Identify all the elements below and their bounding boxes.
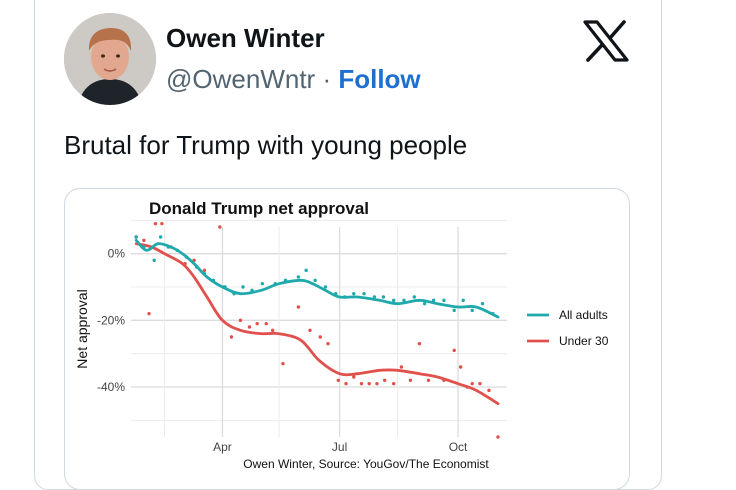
under-30-point — [202, 268, 207, 273]
under-30-point — [352, 375, 356, 379]
avatar-photo — [64, 13, 156, 105]
under-30-point — [344, 381, 348, 386]
under-30-point — [359, 381, 364, 386]
under-30-point — [487, 388, 491, 393]
under-30-point — [229, 335, 234, 339]
all-adults-point — [412, 295, 416, 299]
all-adults-point — [381, 295, 386, 299]
under-30-point — [470, 381, 474, 386]
under-30-point — [308, 328, 312, 333]
under-30-point — [264, 321, 268, 326]
under-30-point — [458, 365, 463, 369]
all-adults-point — [461, 298, 465, 303]
under-30-point — [218, 225, 222, 229]
all-adults-point — [422, 301, 427, 306]
all-adults-point — [323, 285, 328, 289]
all-adults-point — [442, 298, 446, 303]
all-adults-point — [152, 258, 156, 263]
author-name[interactable]: Owen Winter — [166, 23, 325, 53]
under-30-point — [452, 348, 456, 353]
x-logo-icon[interactable] — [583, 20, 629, 62]
author-handle[interactable]: @OwenWntr — [166, 64, 316, 94]
under-30-point — [318, 335, 322, 339]
under-30-point — [326, 341, 330, 346]
x-tick-label: Oct — [449, 440, 468, 454]
all-adults-line — [134, 238, 500, 319]
under-30-point — [255, 321, 259, 326]
under-30-line — [134, 242, 500, 406]
chart-caption: Owen Winter, Source: YouGov/The Economis… — [243, 457, 489, 471]
under-30-point — [336, 378, 341, 383]
x-tick-label: Apr — [213, 440, 232, 454]
all-adults-point — [452, 308, 456, 313]
y-axis-label: Net approval — [74, 289, 90, 368]
chart-title: Donald Trump net approval — [149, 199, 369, 218]
all-adults-legend-label: All adults — [559, 308, 608, 322]
under-30-legend-label: Under 30 — [559, 334, 609, 348]
all-adults-point — [296, 275, 301, 279]
all-adults-point — [372, 295, 377, 299]
y-tick-label: -20% — [97, 313, 125, 327]
under-30-point — [426, 378, 431, 383]
under-30-point — [391, 381, 396, 386]
all-adults-point — [352, 291, 356, 296]
under-30-point — [160, 221, 164, 226]
y-ticks: 0% -20% -40% — [97, 247, 125, 394]
all-adults-point — [431, 298, 436, 303]
follow-button[interactable]: Follow — [338, 64, 421, 94]
all-adults-point — [391, 298, 396, 303]
chart-series — [134, 221, 500, 439]
all-adults-point — [158, 235, 163, 239]
all-adults-point — [260, 281, 265, 286]
under-30-point — [142, 238, 146, 243]
under-30-point — [417, 341, 422, 346]
tweet-media[interactable]: Donald Trump net approval Net approval 0… — [64, 188, 630, 490]
under-30-point — [238, 318, 243, 323]
under-30-point — [153, 221, 158, 226]
under-30-point — [296, 305, 301, 309]
x-ticks: Apr Jul Oct — [213, 440, 468, 454]
avatar[interactable] — [64, 13, 156, 105]
under-30-point — [270, 328, 275, 333]
under-30-point — [375, 381, 379, 386]
under-30-point — [247, 325, 252, 329]
all-adults-point — [362, 291, 366, 296]
all-adults-point — [134, 235, 138, 239]
all-adults-point — [402, 298, 406, 303]
under-30-point — [147, 311, 151, 316]
tweet-text: Brutal for Trump with young people — [64, 130, 468, 160]
under-30-point — [367, 381, 371, 386]
handle-row: @OwenWntr · Follow — [166, 62, 421, 96]
chart-grid — [131, 219, 507, 437]
under-30-point — [399, 365, 404, 369]
y-tick-label: -40% — [97, 380, 125, 394]
x-tick-label: Jul — [332, 440, 347, 454]
under-30-point — [496, 435, 500, 439]
all-adults-point — [480, 301, 485, 306]
all-adults-point — [470, 308, 474, 313]
under-30-point — [478, 381, 482, 386]
separator-dot: · — [322, 64, 332, 94]
y-tick-label: 0% — [108, 247, 126, 261]
all-adults-point — [241, 285, 245, 289]
all-adults-point — [304, 268, 308, 273]
under-30-point — [281, 361, 285, 366]
chart-legend: All adults Under 30 — [527, 308, 609, 348]
under-30-point — [382, 378, 387, 383]
all-adults-point — [313, 278, 317, 283]
chart: Donald Trump net approval Net approval 0… — [74, 199, 609, 471]
under-30-point — [408, 378, 413, 383]
